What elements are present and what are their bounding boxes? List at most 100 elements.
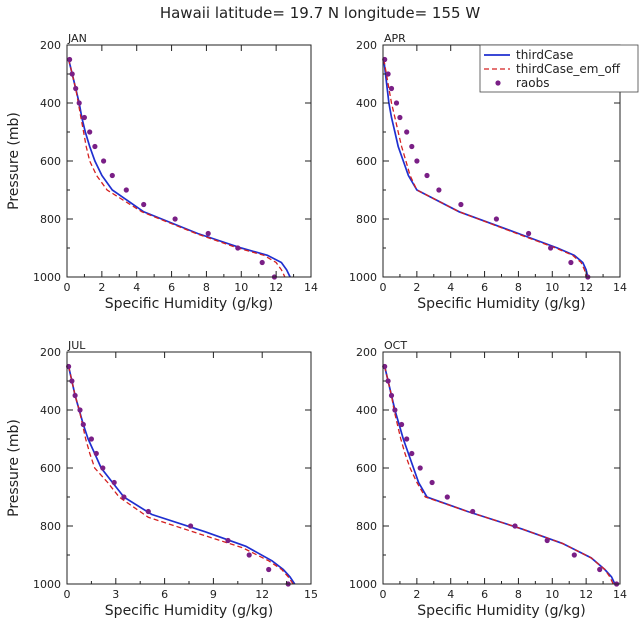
y-tick-label: 800 <box>40 213 61 226</box>
raob-point <box>188 523 194 529</box>
raob-point <box>544 537 550 544</box>
panel-label-jul: JUL <box>67 339 86 352</box>
x-tick-label: 4 <box>447 588 454 601</box>
raob-point <box>568 259 574 266</box>
x-tick-label: 8 <box>515 588 522 601</box>
legend-marker-raobs <box>495 80 501 86</box>
raob-point <box>385 378 391 384</box>
raob-point <box>388 85 395 92</box>
y-tick-label: 1000 <box>33 578 61 591</box>
raob-point <box>444 494 450 500</box>
raob-point <box>141 201 147 208</box>
raob-point <box>111 479 117 486</box>
raob-point <box>417 465 423 471</box>
x-tick-label: 6 <box>161 588 168 601</box>
raob-point <box>76 100 82 106</box>
raob-point <box>93 450 99 457</box>
raob-point <box>145 508 151 515</box>
y-tick-label: 400 <box>40 404 61 417</box>
panel-label-jan: JAN <box>67 32 87 45</box>
raob-point <box>225 537 231 544</box>
x-tick-label: 2 <box>413 281 420 294</box>
series-line-thirdCase <box>383 59 589 277</box>
raob-point <box>266 566 272 573</box>
x-tick-label: 0 <box>64 281 71 294</box>
raob-point <box>436 187 442 193</box>
x-tick-label: 3 <box>112 588 119 601</box>
raob-point <box>87 129 93 135</box>
x-tick-label: 0 <box>64 588 71 601</box>
panel-oct: OCT 0 2 4 6 8 10 12 14 200 400 600 800 1000 Specific H… <box>349 339 627 619</box>
legend-label: raobs <box>516 76 550 90</box>
raob-point <box>424 172 430 179</box>
y-axis-label: Pressure (mb) <box>6 419 22 517</box>
raob-point <box>77 407 83 413</box>
raob-point <box>81 114 87 121</box>
raob-point <box>73 85 79 92</box>
legend-box <box>479 44 639 93</box>
raob-point <box>172 216 178 222</box>
figure-title: Hawaii latitude= 19.7 N longitude= 155 W <box>160 4 480 22</box>
x-axis-label: Specific Humidity (g/kg) <box>417 296 585 312</box>
raob-point <box>571 552 577 558</box>
raob-point <box>404 436 410 442</box>
x-tick-label: 10 <box>234 281 248 294</box>
raob-point <box>548 245 554 251</box>
x-tick-label: 6 <box>481 588 488 601</box>
raob-point <box>429 479 435 486</box>
y-tick-label: 800 <box>356 520 377 533</box>
x-tick-label: 6 <box>481 281 488 294</box>
y-tick-label: 600 <box>40 155 61 168</box>
x-tick-label: 12 <box>269 281 283 294</box>
raob-point <box>397 114 403 121</box>
x-tick-label: 0 <box>380 588 387 601</box>
y-tick-label: 600 <box>356 155 377 168</box>
x-tick-label: 2 <box>98 281 105 294</box>
x-tick-label: 10 <box>545 281 559 294</box>
y-tick-label: 1000 <box>349 578 377 591</box>
raob-point <box>205 230 211 237</box>
x-tick-label: 14 <box>613 588 627 601</box>
x-tick-label: 4 <box>447 281 454 294</box>
y-tick-label: 200 <box>356 346 377 359</box>
panel-jul: JUL 0 3 6 9 12 15 200 400 600 800 1000 Specific Humi… <box>6 339 318 619</box>
legend-label: thirdCase <box>516 48 573 62</box>
raob-point <box>393 100 400 106</box>
y-tick-label: 800 <box>356 213 377 226</box>
raob-point <box>526 230 532 237</box>
series-line-thirdCase <box>67 366 296 584</box>
x-tick-label: 12 <box>579 281 593 294</box>
panel-apr: APR 0 2 4 6 8 10 12 14 200 400 600 800 1000 Specific H… <box>349 32 627 312</box>
raob-point <box>493 216 499 222</box>
x-tick-label: 9 <box>210 588 217 601</box>
raob-point <box>121 494 127 500</box>
series-line-thirdCase-em-off <box>67 366 294 584</box>
series-line-thirdCase-em-off <box>384 366 614 584</box>
x-tick-label: 4 <box>133 281 140 294</box>
panel-label-apr: APR <box>384 32 406 45</box>
raob-point <box>88 436 94 442</box>
raob-point <box>72 392 78 399</box>
raob-point <box>409 450 415 457</box>
x-tick-label: 14 <box>304 281 318 294</box>
raob-point <box>69 378 75 384</box>
raob-point <box>92 143 98 150</box>
y-tick-label: 800 <box>40 520 61 533</box>
y-tick-label: 400 <box>356 404 377 417</box>
x-tick-label: 15 <box>304 588 318 601</box>
raob-point <box>458 201 464 208</box>
raob-point <box>414 158 420 164</box>
raob-point <box>392 407 398 413</box>
raob-point <box>100 465 106 471</box>
series-line-thirdCase-em-off <box>68 59 286 277</box>
x-tick-label: 6 <box>168 281 175 294</box>
panel-label-oct: OCT <box>384 339 407 352</box>
raob-point <box>404 129 410 135</box>
y-tick-label: 600 <box>356 462 377 475</box>
raob-point <box>259 259 265 266</box>
series-line-thirdCase-em-off <box>383 59 587 277</box>
raob-point <box>109 172 115 179</box>
x-tick-label: 14 <box>613 281 627 294</box>
